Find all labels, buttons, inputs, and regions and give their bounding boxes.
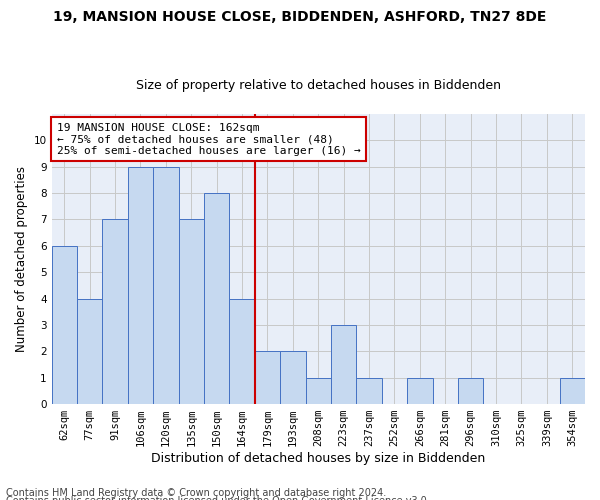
Bar <box>331 325 356 404</box>
Bar <box>356 378 382 404</box>
Bar <box>153 166 179 404</box>
Bar <box>560 378 585 404</box>
Bar <box>103 220 128 404</box>
Bar <box>128 166 153 404</box>
Y-axis label: Number of detached properties: Number of detached properties <box>15 166 28 352</box>
Text: 19, MANSION HOUSE CLOSE, BIDDENDEN, ASHFORD, TN27 8DE: 19, MANSION HOUSE CLOSE, BIDDENDEN, ASHF… <box>53 10 547 24</box>
Title: Size of property relative to detached houses in Biddenden: Size of property relative to detached ho… <box>136 79 501 92</box>
Bar <box>458 378 484 404</box>
Text: 19 MANSION HOUSE CLOSE: 162sqm
← 75% of detached houses are smaller (48)
25% of : 19 MANSION HOUSE CLOSE: 162sqm ← 75% of … <box>57 122 361 156</box>
Bar <box>77 298 103 404</box>
Bar <box>280 352 305 404</box>
Bar <box>204 193 229 404</box>
Text: Contains public sector information licensed under the Open Government Licence v3: Contains public sector information licen… <box>6 496 430 500</box>
X-axis label: Distribution of detached houses by size in Biddenden: Distribution of detached houses by size … <box>151 452 485 465</box>
Bar <box>229 298 255 404</box>
Text: Contains HM Land Registry data © Crown copyright and database right 2024.: Contains HM Land Registry data © Crown c… <box>6 488 386 498</box>
Bar <box>179 220 204 404</box>
Bar <box>305 378 331 404</box>
Bar <box>255 352 280 404</box>
Bar <box>407 378 433 404</box>
Bar <box>52 246 77 404</box>
